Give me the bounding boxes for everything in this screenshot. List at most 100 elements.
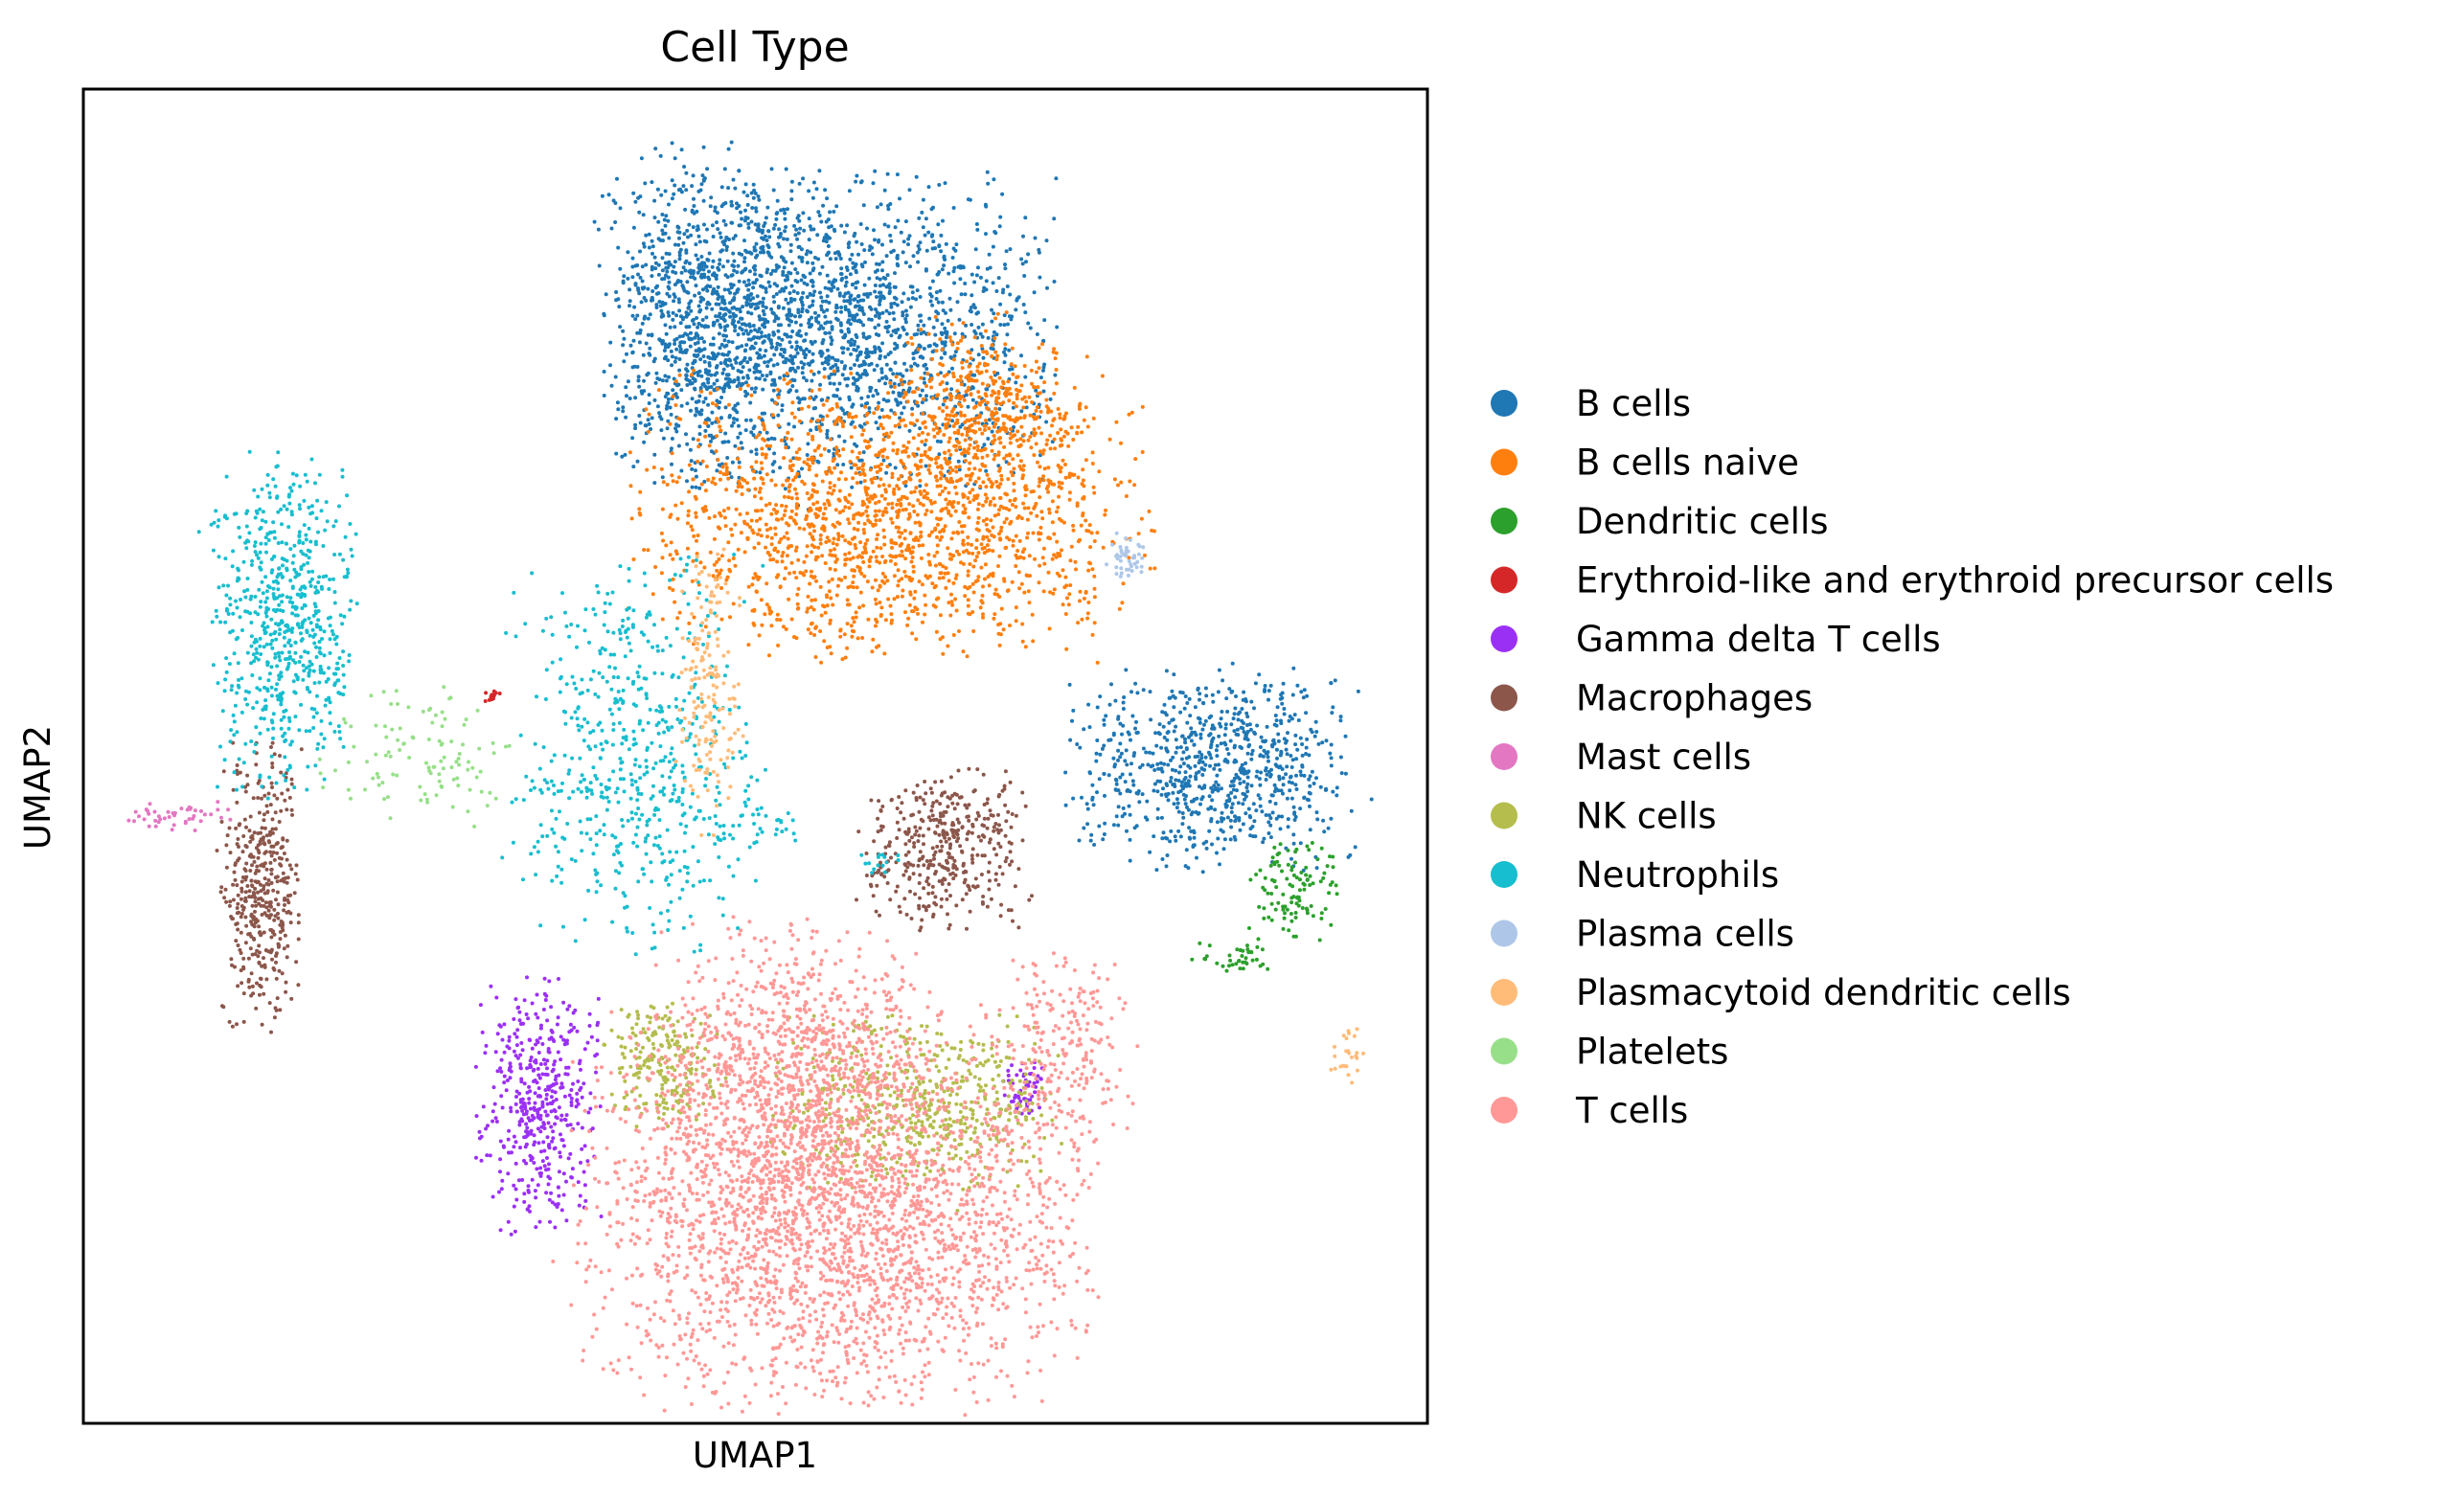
data-point <box>691 437 696 442</box>
data-point <box>733 563 738 568</box>
data-point <box>924 483 928 488</box>
data-point <box>937 244 942 249</box>
data-point <box>776 387 780 392</box>
data-point <box>882 496 887 501</box>
data-point <box>701 273 705 277</box>
data-point <box>705 167 710 171</box>
data-point <box>778 289 783 294</box>
series-points-0 <box>592 140 1374 874</box>
data-point <box>1055 539 1060 544</box>
data-point <box>972 280 977 284</box>
data-point <box>656 272 661 277</box>
data-point <box>823 360 828 364</box>
data-point <box>904 313 909 318</box>
data-point <box>679 148 684 152</box>
data-point <box>874 509 878 513</box>
data-point <box>819 660 824 665</box>
data-point <box>892 301 897 306</box>
data-point <box>1240 762 1244 767</box>
data-point <box>771 557 776 562</box>
data-point <box>1198 720 1202 725</box>
data-point <box>781 354 786 359</box>
data-point <box>694 485 698 489</box>
data-point <box>691 558 696 563</box>
data-point <box>814 625 818 629</box>
data-point <box>885 455 890 460</box>
data-point <box>966 482 970 487</box>
data-point <box>1021 473 1025 478</box>
data-point <box>1245 751 1250 756</box>
data-point <box>972 466 977 471</box>
data-point <box>768 443 772 448</box>
data-point <box>871 181 876 186</box>
data-point <box>897 525 901 530</box>
data-point <box>942 450 947 455</box>
data-point <box>1111 756 1116 761</box>
data-point <box>702 347 707 352</box>
data-point <box>854 285 858 290</box>
data-point <box>911 545 916 550</box>
data-point <box>1052 587 1057 592</box>
data-point <box>736 375 741 380</box>
data-point <box>895 510 900 514</box>
data-point <box>1266 755 1270 760</box>
data-point <box>825 593 829 598</box>
data-point <box>1267 813 1271 818</box>
data-point <box>1017 586 1022 591</box>
data-point <box>1266 769 1271 774</box>
data-point <box>876 533 880 537</box>
data-point <box>716 458 720 462</box>
data-point <box>808 291 812 296</box>
data-point <box>1118 741 1123 746</box>
data-point <box>924 267 928 272</box>
data-point <box>644 407 649 412</box>
data-point <box>762 353 766 358</box>
data-point <box>981 518 986 523</box>
data-point <box>724 373 729 377</box>
data-point <box>898 543 902 548</box>
data-point <box>911 254 916 259</box>
data-point <box>1221 678 1225 683</box>
data-point <box>825 428 830 433</box>
data-point <box>828 486 833 489</box>
data-point <box>678 247 683 252</box>
data-point <box>1265 751 1269 756</box>
data-point <box>662 349 667 352</box>
data-point <box>976 420 981 425</box>
data-point <box>1140 450 1145 454</box>
data-point <box>865 226 869 231</box>
data-point <box>792 378 797 383</box>
data-point <box>874 555 878 559</box>
data-point <box>1080 430 1084 435</box>
data-point <box>857 451 862 455</box>
data-point <box>918 534 923 539</box>
data-point <box>875 205 879 210</box>
data-point <box>668 514 673 519</box>
data-point <box>841 351 845 355</box>
data-point <box>811 266 816 271</box>
data-point <box>827 330 832 335</box>
data-point <box>725 259 730 263</box>
data-point <box>1054 176 1059 181</box>
data-point <box>845 556 849 561</box>
data-point <box>730 340 735 345</box>
data-point <box>685 228 690 233</box>
data-point <box>1249 752 1254 757</box>
data-point <box>749 311 754 316</box>
data-point <box>843 575 848 579</box>
data-point <box>789 312 794 317</box>
data-point <box>1253 681 1258 686</box>
data-point <box>752 245 757 250</box>
data-point <box>862 292 867 297</box>
data-point <box>780 286 785 291</box>
data-point <box>811 406 816 411</box>
data-point <box>758 370 763 375</box>
data-point <box>1321 818 1326 823</box>
data-point <box>756 329 760 334</box>
data-point <box>989 499 992 504</box>
data-point <box>701 354 706 358</box>
data-point <box>981 612 985 617</box>
data-point <box>902 536 907 541</box>
data-point <box>787 291 792 295</box>
data-point <box>845 268 850 272</box>
